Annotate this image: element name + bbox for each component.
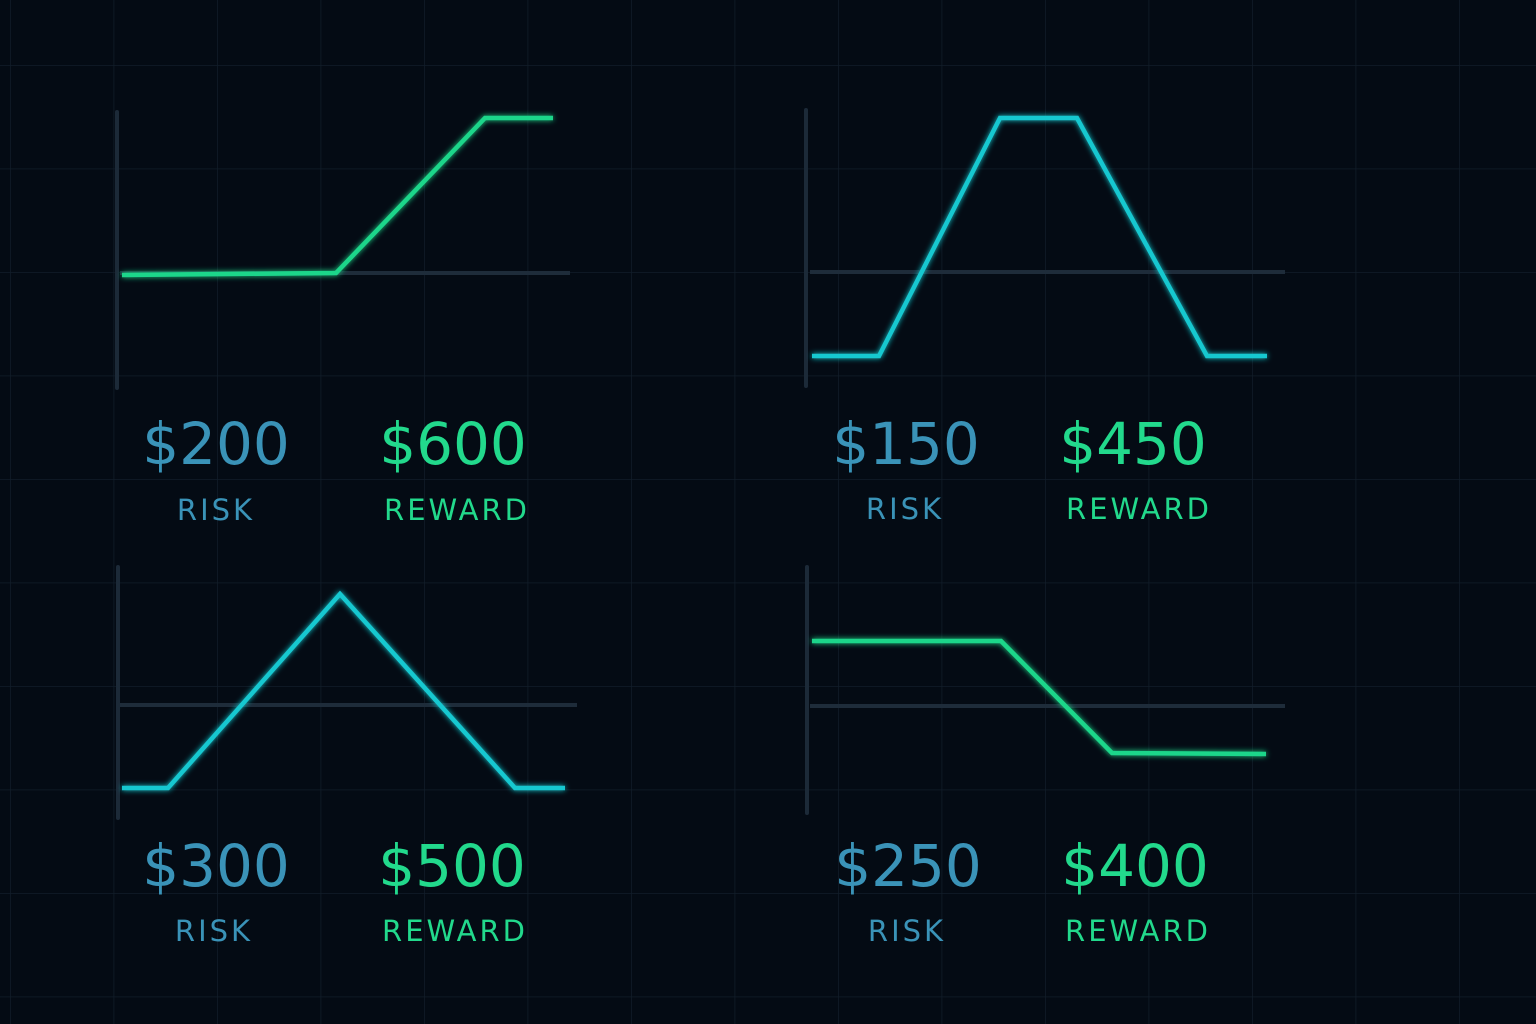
panel: $200 $600 RISK REWARD <box>115 110 570 527</box>
reward-label: REWARD <box>382 914 528 948</box>
risk-label: RISK <box>866 492 944 526</box>
panel: $250 $400 RISK REWARD <box>805 565 1285 948</box>
reward-label: REWARD <box>1066 492 1212 526</box>
reward-label: REWARD <box>384 493 530 527</box>
risk-amount: $200 <box>142 410 290 478</box>
reward-amount: $500 <box>378 832 526 900</box>
panel: $300 $500 RISK REWARD <box>116 565 577 948</box>
risk-amount: $150 <box>832 410 980 478</box>
payoff-line <box>122 590 565 791</box>
payoff-line <box>121 115 553 278</box>
risk-amount: $300 <box>142 832 290 900</box>
payoff-line <box>812 115 1267 359</box>
panel: $150 $450 RISK REWARD <box>804 108 1285 526</box>
reward-amount: $600 <box>379 410 527 478</box>
risk-label: RISK <box>868 914 946 948</box>
risk-label: RISK <box>177 493 255 527</box>
payoff-line <box>812 638 1267 757</box>
reward-amount: $400 <box>1061 832 1209 900</box>
reward-label: REWARD <box>1065 914 1211 948</box>
risk-amount: $250 <box>834 832 982 900</box>
risk-label: RISK <box>175 914 253 948</box>
reward-amount: $450 <box>1059 410 1207 478</box>
